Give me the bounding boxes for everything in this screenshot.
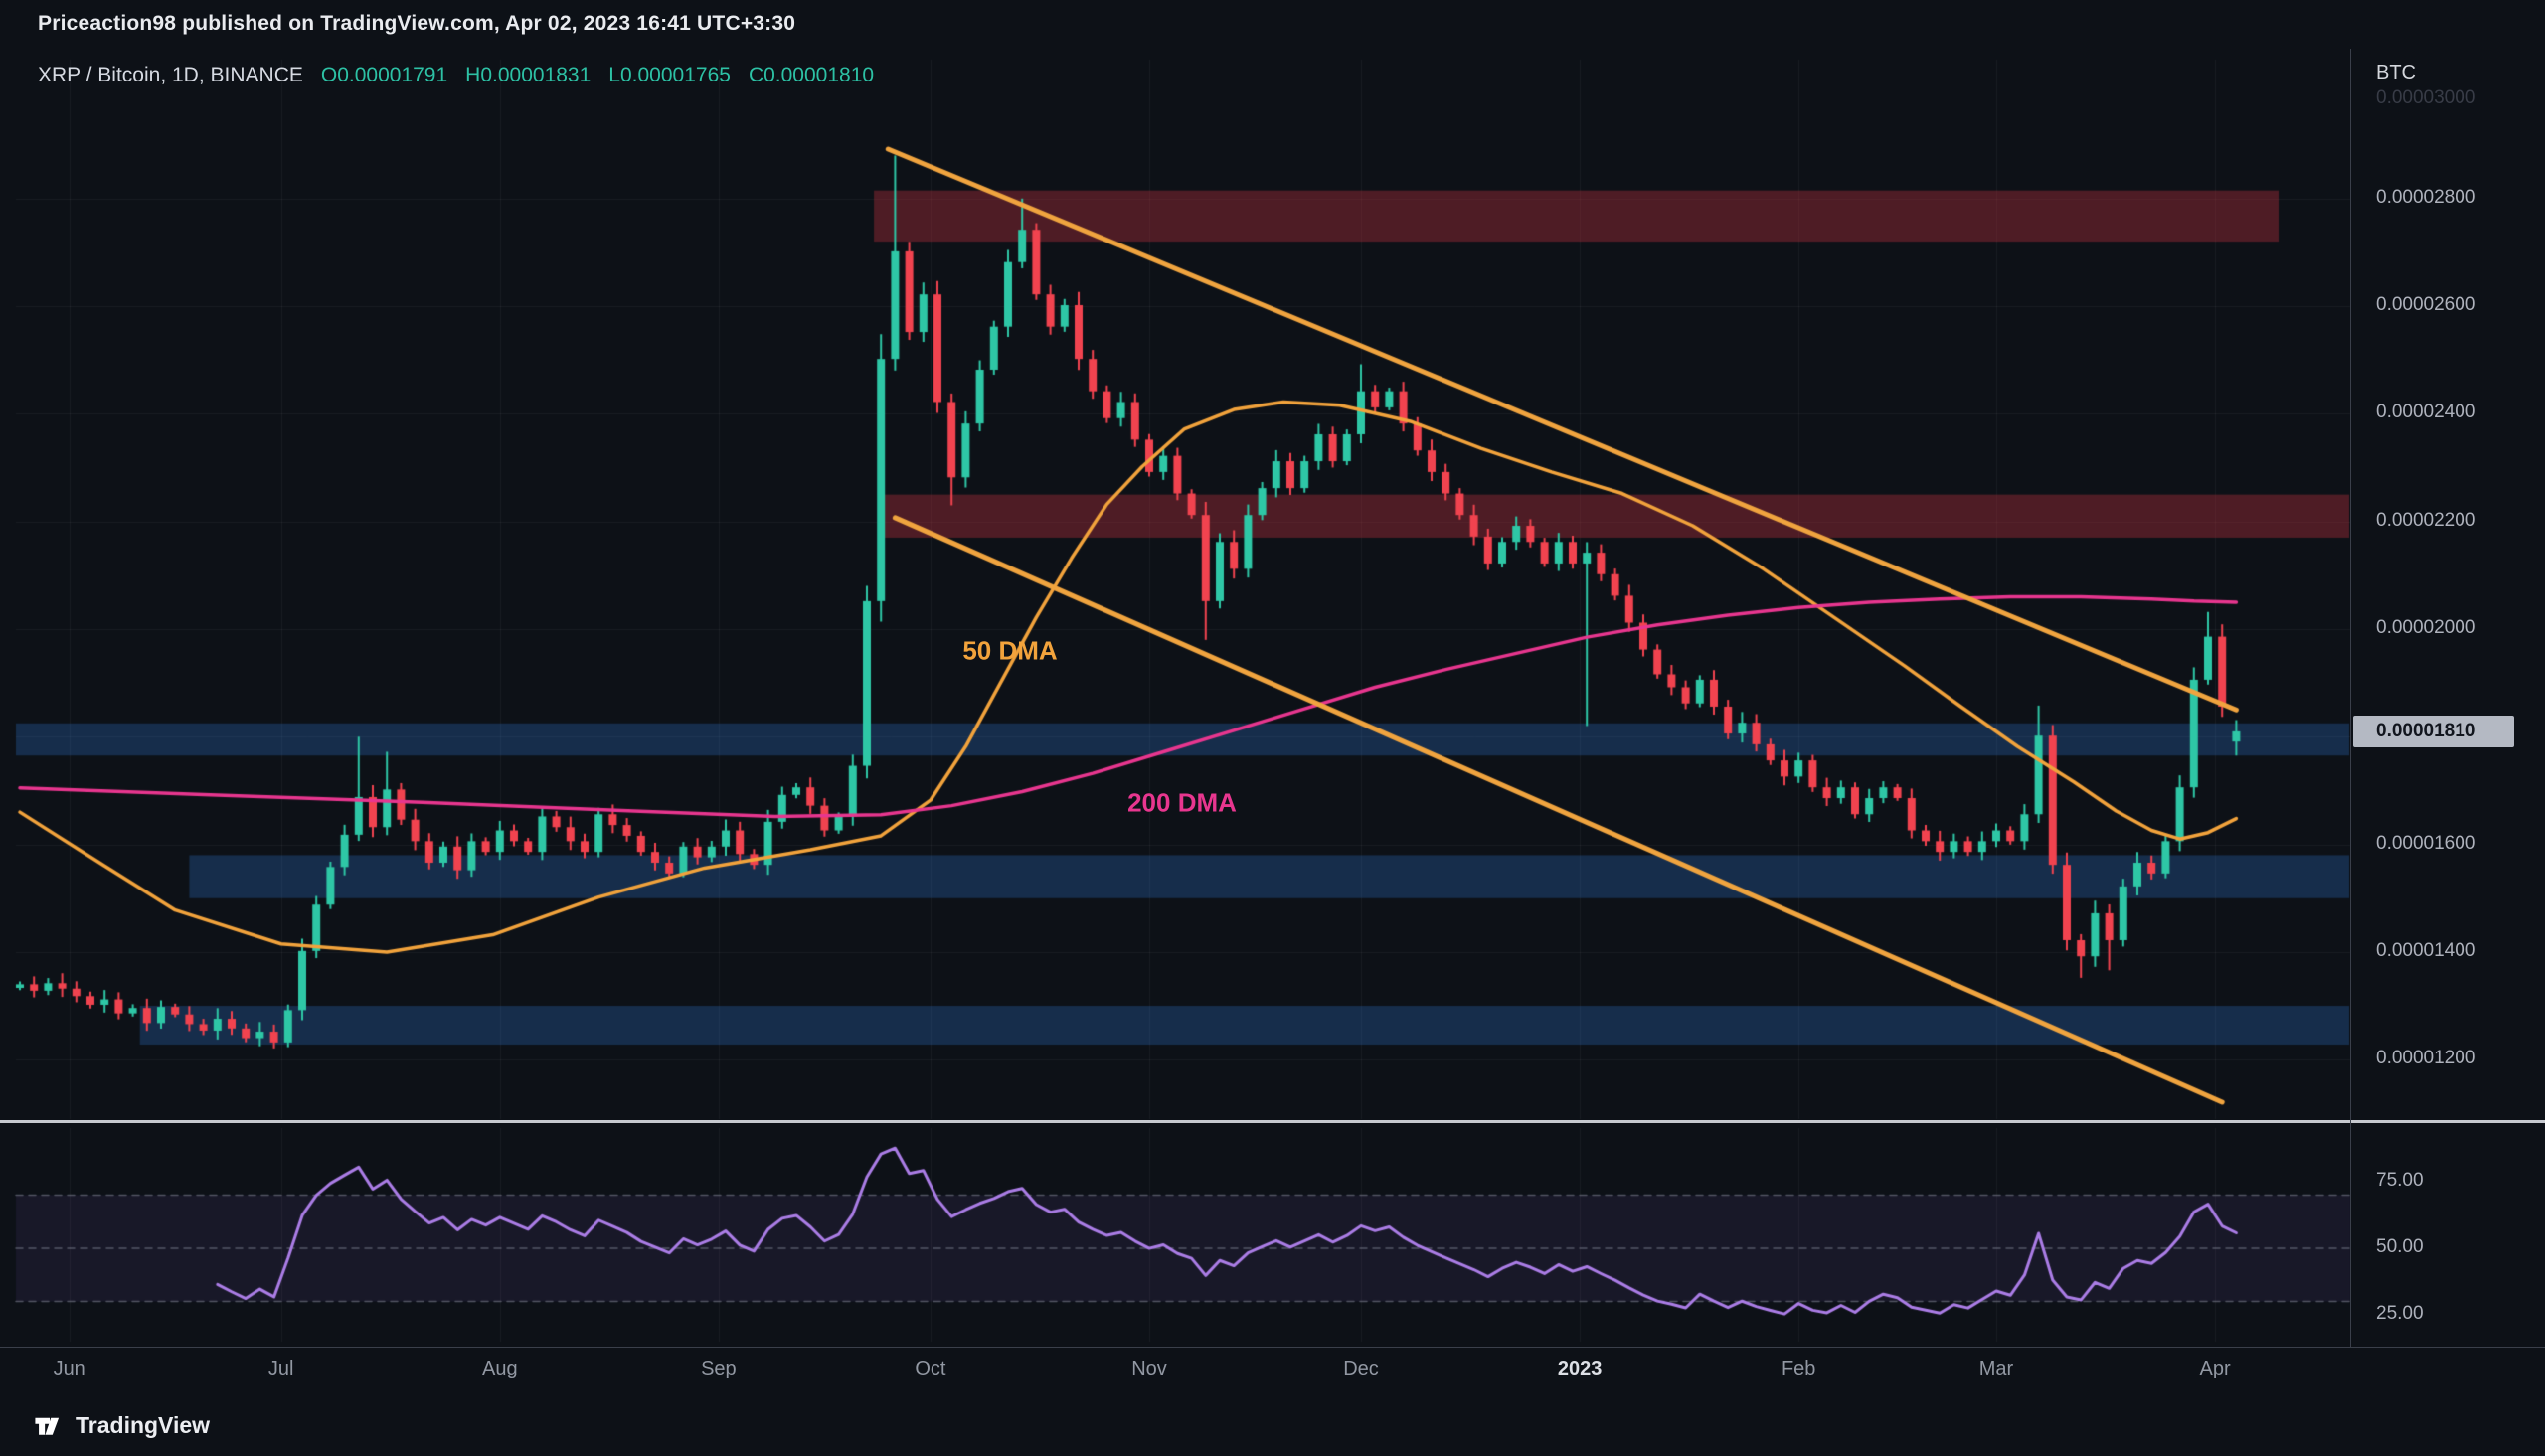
tradingview-logo[interactable] xyxy=(33,1408,67,1442)
ma50-label[interactable]: 50 DMA xyxy=(962,635,1058,666)
chart-legend: XRP / Bitcoin, 1D, BINANCE O0.00001791 H0.… xyxy=(38,64,874,87)
price-axis-unit: BTC xyxy=(2376,62,2416,83)
price-tick: 0.00002600 xyxy=(2376,294,2476,316)
price-tick: 0.00002200 xyxy=(2376,509,2476,531)
ohlc-h: H0.00001831 xyxy=(465,64,592,86)
footer-bar: TradingView xyxy=(0,1395,2545,1456)
time-tick: Nov xyxy=(1131,1358,1167,1379)
time-tick: Feb xyxy=(1781,1358,1816,1379)
price-axis[interactable]: BTC 0.00003000 0.00002800 0.00002600 0.000… xyxy=(2351,0,2545,1395)
price-axis-faint-tick: 0.00003000 xyxy=(2376,87,2476,108)
time-tick: Sep xyxy=(701,1358,737,1379)
ohlc-readout: O0.00001791 H0.00001831 L0.00001765 C0.0000… xyxy=(303,64,874,86)
price-tick: 0.00002000 xyxy=(2376,617,2476,638)
price-tick: 0.00001600 xyxy=(2376,832,2476,854)
last-price-label: 0.00001810 xyxy=(2353,715,2514,747)
time-tick: Aug xyxy=(482,1358,518,1379)
tradingview-brand[interactable]: TradingView xyxy=(76,1412,211,1438)
time-tick: Apr xyxy=(2199,1358,2231,1379)
time-tick: Jun xyxy=(53,1358,85,1379)
time-tick: Oct xyxy=(915,1358,946,1379)
price-axis-separator xyxy=(2350,49,2351,1347)
time-tick: Dec xyxy=(1343,1358,1379,1379)
rsi-tick: 25.00 xyxy=(2376,1303,2424,1324)
rsi-tick: 75.00 xyxy=(2376,1170,2424,1191)
price-tick: 0.00002400 xyxy=(2376,402,2476,423)
time-axis-separator xyxy=(0,1347,2545,1348)
time-tick: Jul xyxy=(267,1358,294,1379)
ohlc-c: C0.00001810 xyxy=(748,64,875,86)
symbol-title[interactable]: XRP / Bitcoin, 1D, BINANCE xyxy=(38,64,303,86)
rsi-tick: 50.00 xyxy=(2376,1236,2424,1257)
ma200-label[interactable]: 200 DMA xyxy=(1127,787,1237,818)
price-tick: 0.00002800 xyxy=(2376,186,2476,208)
time-tick: 2023 xyxy=(1557,1358,1603,1379)
price-tick: 0.00001200 xyxy=(2376,1048,2476,1069)
publish-info: Priceaction98 published on TradingView.c… xyxy=(38,12,796,35)
ohlc-l: L0.00001765 xyxy=(608,64,731,86)
time-axis[interactable]: Jun Jul Aug Sep Oct Nov Dec 2023 Feb Mar Apr xyxy=(0,1348,2350,1395)
ohlc-o: O0.00001791 xyxy=(320,64,448,86)
price-tick: 0.00001400 xyxy=(2376,939,2476,961)
time-tick: Mar xyxy=(1978,1358,2014,1379)
pane-separator[interactable] xyxy=(0,1120,2545,1123)
